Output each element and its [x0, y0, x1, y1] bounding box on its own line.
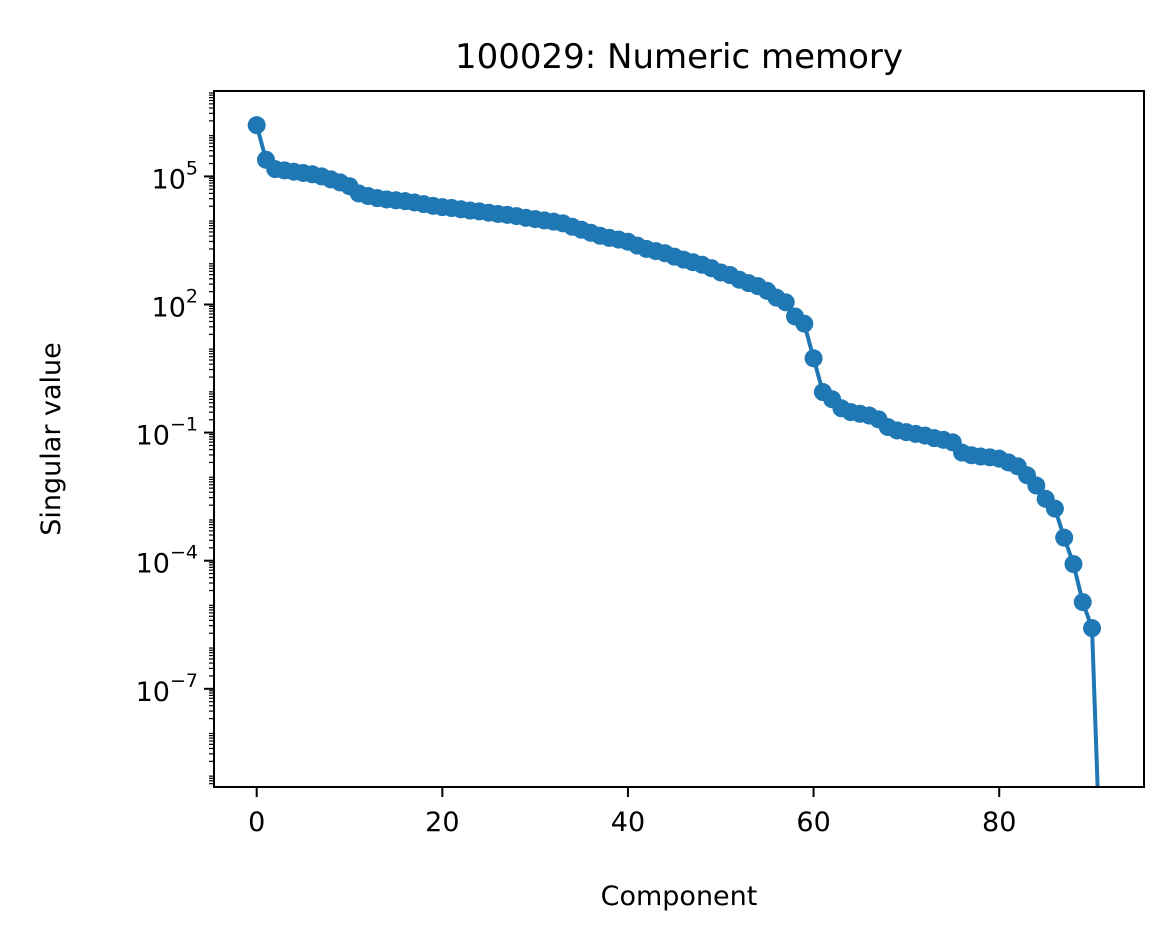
x-tick-label: 60 — [796, 807, 830, 838]
chart-title: 100029: Numeric memory — [455, 37, 903, 77]
y-tick-label: 10−1 — [136, 414, 198, 452]
data-point-57 — [776, 293, 795, 312]
data-point-89 — [1073, 593, 1092, 612]
y-tick-label: 105 — [152, 157, 198, 195]
data-point-88 — [1064, 555, 1083, 574]
x-axis-label: Component — [601, 881, 758, 912]
data-point-60 — [804, 349, 823, 368]
data-point-59 — [795, 314, 814, 333]
y-tick-label: 102 — [152, 285, 198, 323]
data-point-0 — [247, 116, 266, 135]
data-point-86 — [1045, 499, 1064, 518]
x-tick-label: 0 — [248, 807, 265, 838]
x-tick-label: 40 — [611, 807, 645, 838]
series-layer — [247, 116, 1110, 901]
data-point-87 — [1055, 528, 1074, 547]
y-axis-label: Singular value — [36, 342, 67, 535]
data-point-90 — [1083, 619, 1102, 638]
x-tick-label: 20 — [425, 807, 459, 838]
y-axis: 105 102 10−1 10−4 10−7 — [136, 92, 214, 785]
data-point-91 — [1092, 883, 1110, 901]
x-axis: 0 20 40 60 80 — [248, 787, 1016, 838]
x-tick-label: 80 — [982, 807, 1016, 838]
series-line — [254, 124, 1100, 787]
y-tick-label: 10−7 — [136, 670, 198, 708]
data-point-84 — [1027, 476, 1046, 495]
y-tick-label: 10−4 — [136, 542, 198, 580]
